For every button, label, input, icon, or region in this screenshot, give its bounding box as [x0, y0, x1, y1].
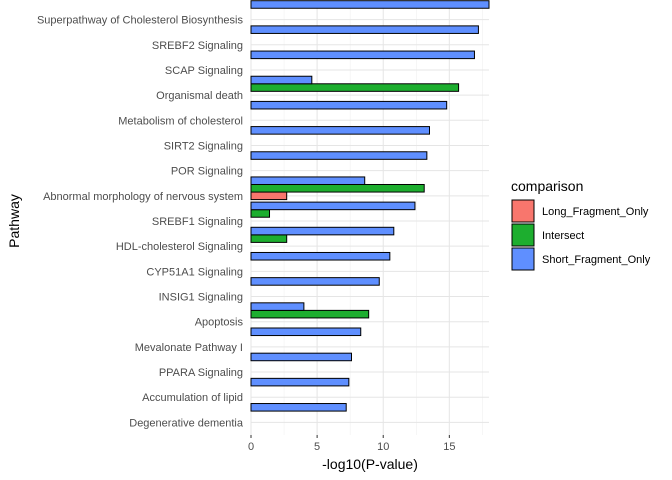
y-tick-label: HDL-cholesterol Signaling	[116, 241, 243, 253]
y-tick-label: SREBF2 Signaling	[152, 40, 243, 52]
bar-intersect	[250, 83, 460, 92]
legend-label: Intersect	[542, 230, 584, 242]
bars	[250, 0, 490, 412]
bar-intersect	[250, 183, 425, 193]
y-tick-labels: Superpathway of Cholesterol Biosynthesis…	[37, 15, 244, 430]
bar-short-fragment-only	[250, 25, 479, 34]
x-tick-label: 0	[248, 441, 254, 453]
bar-short-fragment-only	[250, 251, 391, 261]
legend-key-long-fragment-only	[511, 199, 535, 223]
legend-key-intersect	[511, 223, 535, 247]
bar-short-fragment-only	[250, 100, 448, 110]
y-tick-label: SIRT2 Signaling	[164, 140, 243, 152]
x-tick-label: 10	[377, 441, 389, 453]
legend-key-short-fragment-only	[511, 247, 535, 271]
y-tick-label: Apoptosis	[195, 317, 244, 329]
y-tick-label: Mevalonate Pathway I	[135, 342, 243, 354]
bar-short-fragment-only	[250, 126, 430, 135]
y-axis-title: Pathway	[6, 194, 22, 248]
bar-short-fragment-only	[250, 352, 352, 362]
y-tick-label: POR Signaling	[171, 166, 243, 178]
x-tick-label: 15	[443, 441, 455, 453]
legend: comparison Long_Fragment_Only Intersect Sh…	[511, 178, 651, 271]
bar-short-fragment-only	[250, 403, 347, 412]
y-tick-label: Superpathway of Cholesterol Biosynthesis	[37, 15, 244, 27]
y-tick-label: SCAP Signaling	[165, 65, 243, 77]
y-tick-label: PPARA Signaling	[159, 367, 243, 379]
x-tick-label: 5	[314, 441, 320, 453]
y-tick-label: Degenerative dementia	[129, 417, 244, 429]
x-axis-title: -log10(P-value)	[322, 456, 418, 472]
bar-intersect	[250, 309, 370, 319]
bar-short-fragment-only	[250, 176, 366, 185]
y-tick-label: Metabolism of cholesterol	[118, 115, 243, 127]
bar-short-fragment-only	[250, 327, 362, 337]
bar-short-fragment-only	[250, 377, 350, 387]
y-tick-label: Accumulation of lipid	[142, 392, 243, 404]
bar-short-fragment-only	[250, 277, 380, 286]
bar-short-fragment-only	[250, 75, 313, 85]
bar-short-fragment-only	[250, 151, 428, 160]
bar-short-fragment-only	[250, 302, 305, 311]
y-tick-label: CYP51A1 Signaling	[146, 266, 243, 278]
bar-intersect	[250, 209, 271, 218]
bar-short-fragment-only	[250, 201, 416, 211]
bar-long-fragment-only	[250, 191, 288, 201]
bar-short-fragment-only	[250, 50, 475, 60]
bar-short-fragment-only	[250, 0, 490, 9]
legend-label: Long_Fragment_Only	[542, 206, 649, 218]
y-tick-label: Abnormal morphology of nervous system	[43, 191, 243, 203]
bar-short-fragment-only	[250, 226, 395, 236]
y-tick-label: INSIG1 Signaling	[159, 292, 243, 304]
x-tick-labels: 0 5 10 15	[248, 435, 455, 453]
legend-title: comparison	[511, 178, 583, 194]
bar-intersect	[250, 234, 288, 243]
y-tick-label: SREBF1 Signaling	[152, 216, 243, 228]
legend-label: Short_Fragment_Only	[542, 254, 651, 266]
grid	[250, 7, 489, 435]
y-tick-label: Organismal death	[156, 90, 243, 102]
